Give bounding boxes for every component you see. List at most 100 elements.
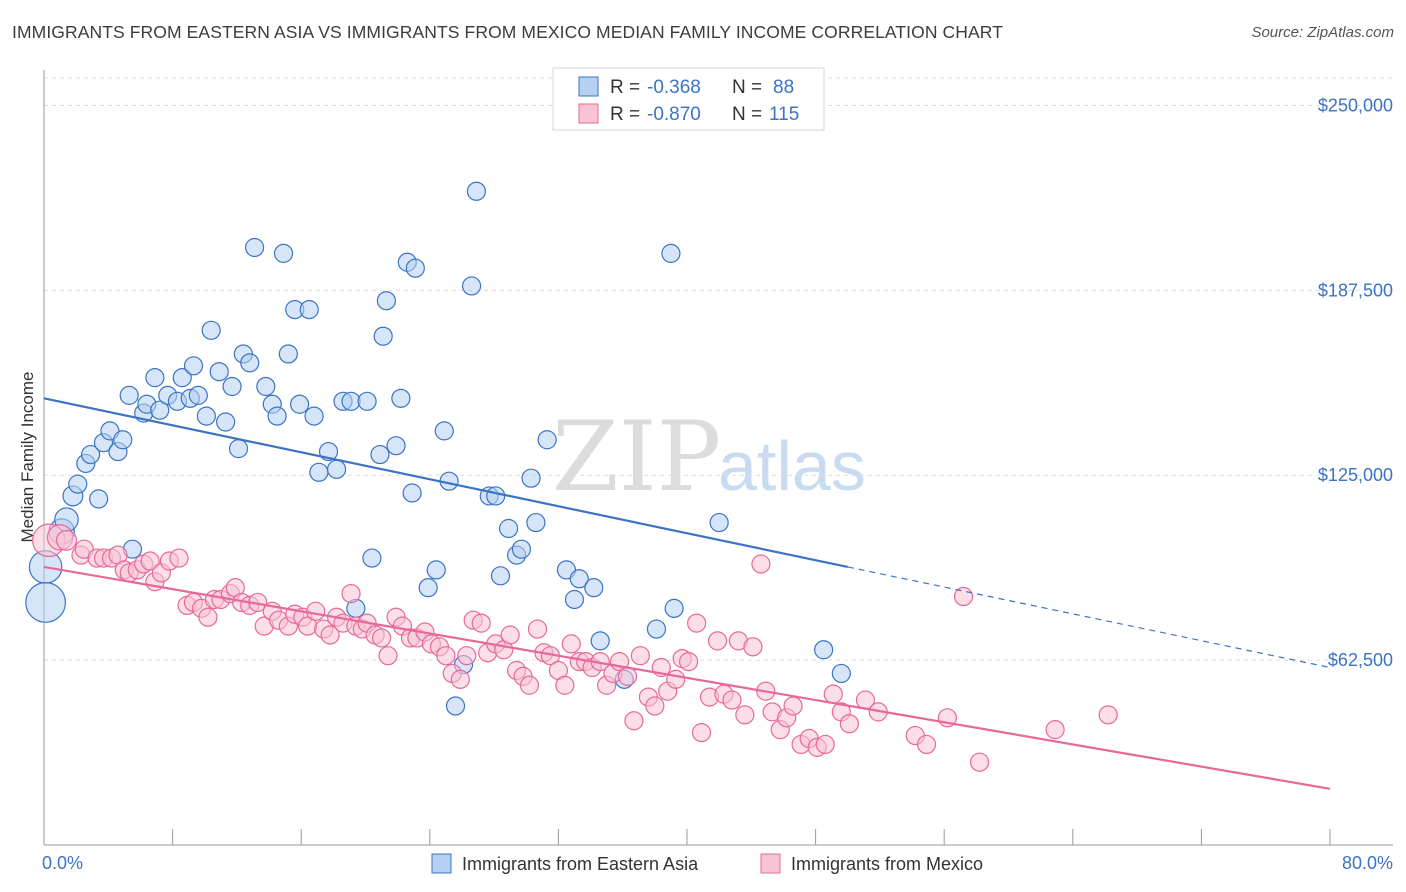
eastern-asia-point — [646, 619, 667, 639]
eastern-asia-point — [267, 406, 287, 426]
mexico-point — [624, 711, 644, 731]
eastern-asia-point — [486, 486, 506, 506]
eastern-asia-point — [373, 326, 393, 346]
eastern-asia-point — [402, 483, 422, 503]
mexico-point — [561, 634, 581, 654]
eastern-asia-point — [341, 391, 361, 411]
mexico-point — [751, 554, 771, 574]
chart-title: IMMIGRANTS FROM EASTERN ASIA VS IMMIGRAN… — [12, 22, 1004, 42]
eastern-asia-point — [183, 356, 204, 376]
eastern-asia-point — [357, 391, 377, 411]
eastern-asia-point — [537, 430, 557, 450]
mexico-point — [679, 652, 699, 672]
x-tick-label-max: 80.0% — [1342, 853, 1393, 873]
x-ticks — [43, 829, 1331, 845]
eastern-asia-point — [664, 598, 684, 618]
eastern-asia-point — [434, 421, 454, 441]
eastern-asia-point — [584, 578, 604, 598]
y-tick-labels: $62,500 $125,000 $187,500 $250,000 — [1318, 95, 1393, 670]
axes — [43, 70, 1393, 846]
mexico-point — [519, 675, 540, 695]
bottom-legend-label-2: Immigrants from Mexico — [791, 854, 983, 874]
y-tick-label: $62,500 — [1328, 650, 1393, 670]
eastern-asia-point — [814, 640, 834, 660]
watermark-zip: ZIP — [552, 401, 721, 513]
series-legend: Immigrants from Eastern Asia Immigrants … — [431, 853, 983, 874]
eastern-asia-point — [299, 299, 319, 320]
bottom-legend-swatch-blue — [431, 853, 452, 874]
eastern-asia-point — [418, 578, 438, 598]
eastern-asia-point — [25, 582, 67, 623]
eastern-asia-point — [222, 376, 242, 397]
legend-n-value-2: 115 — [769, 104, 799, 125]
eastern-asia-point — [309, 462, 329, 482]
eastern-asia-point — [391, 388, 411, 408]
mexico-point — [169, 548, 189, 568]
trend-line-eastern-asia-extension — [847, 566, 1331, 669]
eastern-asia-point — [326, 459, 347, 479]
mexico-point — [306, 601, 326, 621]
eastern-asia-point — [461, 276, 482, 296]
mexico-point — [500, 625, 520, 645]
eastern-asia-point — [370, 444, 390, 465]
mexico-point — [471, 613, 491, 633]
mexico-point — [457, 646, 477, 666]
mexico-point — [823, 684, 843, 704]
mexico-point — [707, 631, 728, 651]
eastern-asia-point — [119, 385, 139, 405]
eastern-asia-point — [376, 291, 396, 311]
eastern-asia-point — [150, 400, 170, 420]
legend-n-label-1: N = — [732, 77, 762, 98]
x-tick-label-min: 0.0% — [42, 853, 83, 873]
mexico-point — [450, 669, 470, 689]
eastern-asia-point — [240, 353, 260, 373]
trend-line-eastern-asia — [43, 397, 848, 569]
eastern-asia-point — [511, 539, 532, 559]
y-tick-label: $187,500 — [1318, 280, 1393, 300]
mexico-point — [743, 637, 763, 657]
mexico-point — [630, 646, 650, 666]
eastern-asia-point — [278, 344, 298, 364]
legend-r-value-2: -0.870 — [647, 104, 701, 125]
mexico-point — [691, 722, 712, 743]
eastern-asia-point — [304, 406, 324, 426]
eastern-asia-point — [196, 406, 216, 426]
eastern-asia-point — [521, 468, 541, 488]
mexico-point — [555, 675, 575, 695]
mexico-point — [320, 625, 340, 645]
eastern-asia-point — [81, 444, 101, 465]
series-mexico-points — [32, 523, 1118, 772]
mexico-point — [1098, 705, 1118, 725]
legend-swatch-pink — [578, 103, 599, 124]
y-tick-label: $250,000 — [1318, 95, 1393, 115]
eastern-asia-point — [289, 394, 310, 414]
eastern-asia-point — [113, 430, 133, 450]
eastern-asia-point — [661, 243, 681, 263]
eastern-asia-point — [466, 181, 487, 201]
mexico-point — [617, 666, 638, 686]
mexico-point — [969, 752, 990, 772]
bottom-legend-label-1: Immigrants from Eastern Asia — [462, 854, 699, 874]
eastern-asia-point — [526, 512, 546, 533]
trend-lines — [43, 397, 1331, 790]
eastern-asia-point — [256, 376, 276, 397]
eastern-asia-point — [145, 368, 165, 388]
eastern-asia-point — [590, 631, 610, 651]
eastern-asia-point — [209, 362, 229, 382]
y-axis-label: Median Family Income — [18, 371, 37, 542]
legend-n-label-2: N = — [732, 104, 762, 125]
eastern-asia-point — [405, 258, 425, 278]
trend-line-mexico — [43, 565, 1331, 790]
bottom-legend-swatch-pink — [760, 853, 781, 874]
eastern-asia-point — [68, 474, 88, 494]
legend-swatch-blue — [578, 76, 599, 97]
eastern-asia-point — [709, 512, 729, 533]
eastern-asia-point — [273, 243, 294, 263]
eastern-asia-point — [362, 548, 382, 568]
eastern-asia-point — [831, 663, 851, 684]
mexico-point — [140, 551, 160, 571]
mexico-point — [527, 619, 548, 639]
mexico-point — [198, 607, 218, 627]
series-eastern-asia-points — [25, 181, 851, 716]
